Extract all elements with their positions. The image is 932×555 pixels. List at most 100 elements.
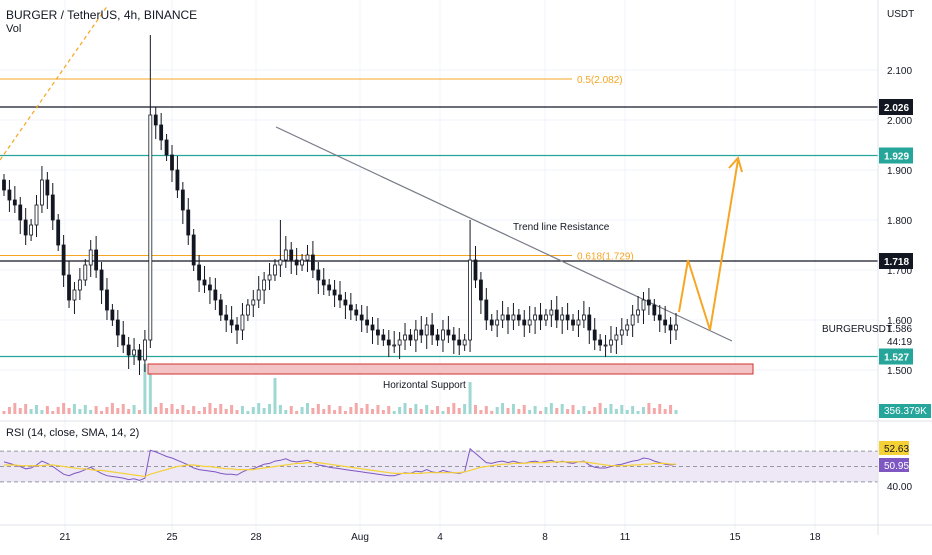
volume-bar [208,403,212,414]
volume-bar [62,403,66,414]
countdown-label: 44:19 [887,337,912,348]
price-axis: 2.100 2.000 1.900 1.800 1.700 1.600 1.500 USDT 3… [822,0,931,535]
candle-body [668,324,673,331]
candle-body [159,124,164,141]
candle-body [94,249,99,271]
volume-bar [436,406,440,414]
candle-body [29,224,33,236]
candle-body [267,274,272,281]
candle-body [386,339,391,346]
resistance-price-label: 1.718 [884,257,909,268]
volume-bar [560,404,564,414]
volume-value: 356.379K [884,406,927,417]
candle-body [500,314,505,321]
volume-bar [246,411,250,414]
candle-body [316,269,321,281]
candle-body [663,319,668,326]
volume-bar [132,405,136,414]
volume-bar [40,410,44,414]
volume-bar [13,403,17,414]
volume-bar [441,411,445,414]
candle-body [435,334,440,341]
candle-body [587,314,592,331]
volume-legend: Vol [6,23,22,35]
volume-bar [463,404,467,414]
volume-bar [490,411,494,414]
volume-bar [533,406,537,414]
volume-bar [240,406,244,414]
volume-bar [305,403,309,414]
candle-body [603,344,608,347]
candle-body [609,339,613,346]
candle-body [365,319,369,326]
support-zone [147,363,754,375]
volume-bar [121,404,125,414]
volume-bar [235,410,239,414]
volume-bar [631,406,635,414]
candle-body [381,334,386,341]
trendline-resistance [275,126,733,342]
volume-bar [83,405,87,414]
volume-bar [365,404,369,414]
price-tick-label: 2.000 [887,116,912,127]
candle-body [359,314,364,321]
volume-bar [452,403,456,414]
volume-bar [316,404,320,414]
volume-bar [268,404,272,414]
price-levels: 0.5(2.082) 0.618(1.729) [0,75,878,358]
volume-bar [110,403,114,414]
candle-body [403,334,407,341]
candle-body [473,259,478,281]
candle-body [170,154,174,171]
volume-bar [641,407,645,414]
candle-body [527,319,532,326]
trend-lines [0,4,743,342]
volume-bar [604,408,608,414]
volume-bar [473,405,477,414]
candle-body [354,309,359,316]
volume-bar [127,409,131,414]
candle-body [457,339,462,346]
volume-bar [360,408,364,414]
volume-bar [170,404,174,414]
candle-body [83,264,88,281]
volume-bar [181,405,185,414]
candle-body [647,299,651,306]
candle-body [294,259,299,266]
candle-body [99,269,104,291]
candle-body [413,329,418,341]
candle-body [343,299,348,306]
rsi-value-badge [879,458,909,472]
volume-bar [273,378,277,414]
candle-body [56,219,61,246]
candle-body [34,204,39,226]
candle-body [251,299,256,306]
fib-level-label: 0.5(2.082) [577,75,623,86]
candle-body [115,319,120,336]
candle-body [397,339,402,346]
annotations: Horizontal Support Trend line Resistance [383,222,610,391]
volume-bar [419,409,423,414]
candle-body [143,339,147,361]
support-price-badge [879,147,913,164]
time-axis: 21 25 28 Aug 4 8 11 15 18 [0,524,932,543]
candle-body [430,324,435,336]
candle-body [213,289,218,301]
candle-body [18,204,23,221]
volume-bar [159,403,163,414]
candle-body [153,114,158,126]
volume-bar [175,409,179,414]
resistance-price-label: 2.026 [884,103,909,114]
volume-bar [674,410,678,414]
volume-bar [203,407,207,414]
candle-body [376,329,380,336]
candle-body [506,314,510,321]
candle-body [256,289,261,301]
candle-body [321,279,326,286]
candle-body [202,279,207,286]
volume-bar [647,403,651,414]
candle-body [554,309,559,321]
candle-body [571,319,575,326]
volume-bar [425,405,429,414]
